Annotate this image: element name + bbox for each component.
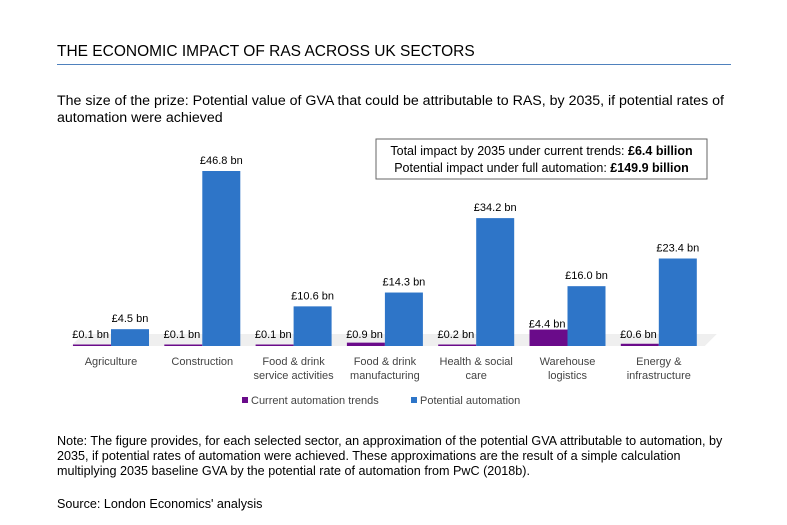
bar-current-1 — [164, 344, 203, 346]
bar-potential-6 — [658, 258, 697, 346]
annotation-line-2: Potential impact under full automation: … — [394, 161, 689, 175]
bar-potential-5 — [567, 286, 606, 346]
category-label: Food & drink — [354, 356, 417, 368]
bar-potential-2 — [293, 306, 332, 346]
category-label: care — [465, 370, 486, 382]
category-label: Warehouse — [540, 356, 596, 368]
section-heading: THE ECONOMIC IMPACT OF RAS ACROSS UK SEC… — [57, 43, 475, 60]
data-label-potential: £4.5 bn — [112, 313, 149, 325]
figure-title: The size of the prize: Potential value o… — [57, 93, 724, 126]
legend: Current automation trends Potential auto… — [242, 395, 520, 407]
category-label: logistics — [548, 370, 588, 382]
bar-current-0 — [73, 344, 111, 346]
annotation-line-1: Total impact by 2035 under current trend… — [390, 144, 692, 158]
data-label-current: £0.6 bn — [620, 329, 657, 341]
category-label: Food & drink — [262, 356, 325, 368]
data-label-potential: £14.3 bn — [382, 277, 425, 289]
legend-label-potential: Potential automation — [420, 395, 520, 407]
bar-current-5 — [529, 329, 568, 346]
category-label: infrastructure — [627, 370, 691, 382]
legend-swatch-potential — [411, 397, 417, 403]
category-label: Energy & — [636, 356, 682, 368]
data-label-current: £0.9 bn — [346, 329, 383, 341]
data-label-current: £0.2 bn — [437, 329, 474, 341]
bar-current-2 — [255, 344, 294, 346]
data-label-potential: £34.2 bn — [474, 202, 517, 214]
category-label: Health & social — [440, 356, 513, 368]
category-label: Agriculture — [85, 356, 138, 368]
figure-source: Source: London Economics' analysis — [57, 497, 263, 511]
data-label-potential: £23.4 bn — [656, 243, 699, 255]
category-label: manufacturing — [350, 370, 420, 382]
bar-potential-4 — [476, 218, 515, 346]
data-label-current: £4.4 bn — [529, 319, 566, 331]
bar-potential-1 — [202, 171, 241, 346]
bar-current-3 — [346, 342, 385, 346]
bar-potential-0 — [111, 329, 149, 346]
data-label-potential: £10.6 bn — [291, 290, 334, 302]
legend-label-current: Current automation trends — [251, 395, 379, 407]
heading-rule — [57, 64, 731, 65]
legend-swatch-current — [242, 397, 248, 403]
annotation-box: Total impact by 2035 under current trend… — [375, 138, 708, 180]
data-label-current: £0.1 bn — [164, 329, 201, 341]
bar-current-4 — [438, 344, 477, 346]
figure-note: Note: The figure provides, for each sele… — [57, 434, 723, 478]
category-label: Construction — [171, 356, 233, 368]
bar-current-6 — [620, 343, 659, 346]
data-label-current: £0.1 bn — [255, 329, 292, 341]
category-label: service activities — [254, 370, 335, 382]
data-label-current: £0.1 bn — [72, 329, 109, 341]
bar-potential-3 — [384, 292, 423, 346]
data-label-potential: £46.8 bn — [200, 155, 243, 167]
data-label-potential: £16.0 bn — [565, 270, 608, 282]
